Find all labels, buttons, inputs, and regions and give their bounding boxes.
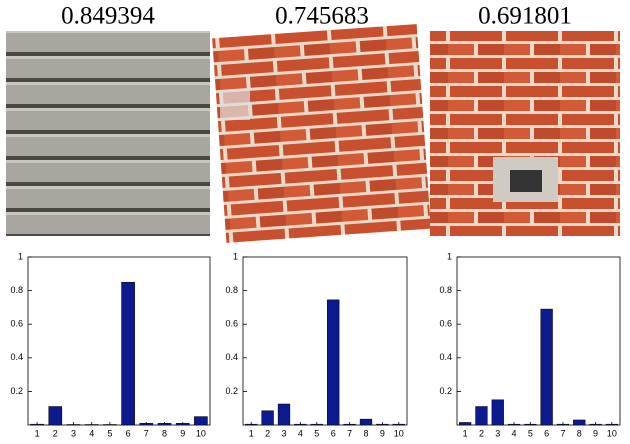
- bar: [103, 424, 116, 425]
- y-tick-label: 0.6: [225, 319, 238, 329]
- x-tick-label: 5: [107, 428, 112, 438]
- bar: [85, 424, 98, 425]
- bar: [508, 424, 520, 425]
- photo-brick: [212, 24, 431, 243]
- bar: [459, 422, 471, 425]
- y-tick-label: 0.6: [439, 319, 452, 329]
- bar: [311, 424, 323, 425]
- x-tick-label: 8: [577, 428, 582, 438]
- bar: [573, 420, 585, 425]
- bar: [158, 423, 171, 425]
- x-tick-label: 3: [495, 428, 500, 438]
- x-tick-label: 8: [162, 428, 167, 438]
- x-tick-label: 8: [363, 428, 368, 438]
- bar: [49, 407, 62, 425]
- bar: [245, 424, 257, 425]
- y-tick-label: 1: [233, 251, 238, 261]
- caption: 0.745683: [275, 3, 369, 30]
- bar: [557, 424, 569, 425]
- y-tick-label: 1: [18, 251, 23, 261]
- caption: 0.849394: [61, 3, 155, 30]
- x-tick-label: 6: [331, 428, 336, 438]
- y-tick-label: 1: [447, 251, 452, 261]
- x-tick-label: 4: [298, 428, 303, 438]
- x-tick-label: 9: [593, 428, 598, 438]
- bar: [376, 424, 388, 425]
- x-tick-label: 5: [528, 428, 533, 438]
- y-tick-label: 0.6: [10, 319, 23, 329]
- bar: [122, 282, 135, 425]
- x-tick-label: 1: [463, 428, 468, 438]
- axes-box: [457, 257, 620, 425]
- y-tick-label: 0.2: [225, 386, 238, 396]
- bar: [294, 424, 306, 425]
- bar: [344, 424, 356, 425]
- x-tick-label: 10: [196, 428, 206, 438]
- bar: [262, 411, 274, 425]
- bar: [606, 424, 618, 425]
- bar: [524, 424, 536, 425]
- y-tick-label: 0.8: [225, 285, 238, 295]
- x-tick-label: 6: [126, 428, 131, 438]
- bar: [67, 424, 80, 425]
- x-tick-label: 6: [544, 428, 549, 438]
- x-tick-label: 4: [89, 428, 94, 438]
- bar: [476, 407, 488, 425]
- x-tick-label: 7: [144, 428, 149, 438]
- bar: [541, 309, 553, 425]
- bar: [140, 423, 153, 425]
- photo-steps: [6, 31, 210, 236]
- bar: [492, 400, 504, 425]
- y-tick-label: 0.2: [10, 386, 23, 396]
- x-tick-label: 7: [347, 428, 352, 438]
- x-tick-label: 10: [607, 428, 617, 438]
- x-tick-label: 9: [180, 428, 185, 438]
- y-tick-label: 0.4: [225, 352, 238, 362]
- x-tick-label: 3: [281, 428, 286, 438]
- bar: [278, 404, 290, 425]
- bar: [360, 419, 372, 425]
- x-tick-label: 4: [512, 428, 517, 438]
- y-tick-label: 0.4: [10, 352, 23, 362]
- bar: [31, 424, 44, 425]
- x-tick-label: 9: [380, 428, 385, 438]
- x-tick-label: 2: [479, 428, 484, 438]
- photo-brick-vent: [430, 31, 620, 236]
- x-tick-label: 3: [71, 428, 76, 438]
- bar: [590, 424, 602, 425]
- x-tick-label: 2: [265, 428, 270, 438]
- x-tick-label: 1: [249, 428, 254, 438]
- x-tick-label: 10: [394, 428, 404, 438]
- x-tick-label: 7: [560, 428, 565, 438]
- bar: [176, 423, 189, 425]
- page: 0.849394 0.745683 0.691801 0.20.40.60.81…: [0, 0, 630, 444]
- x-tick-label: 5: [314, 428, 319, 438]
- y-tick-label: 0.2: [439, 386, 452, 396]
- x-tick-label: 2: [53, 428, 58, 438]
- figure: 0.849394 0.745683 0.691801 0.20.40.60.81…: [0, 0, 630, 444]
- charts: 0.2 0.4 0.6 0.8 1 1 2 3 4 5 6 7 8 9 10 0.2 0.4 0.6 0.8 1 1 2 3…: [10, 251, 620, 438]
- axes-box: [28, 257, 210, 425]
- x-tick-label: 1: [35, 428, 40, 438]
- bar: [327, 300, 339, 425]
- y-tick-label: 0.4: [439, 352, 452, 362]
- bar: [393, 424, 405, 425]
- bar: [194, 417, 207, 425]
- y-tick-label: 0.8: [10, 285, 23, 295]
- axes-box: [243, 257, 407, 425]
- caption: 0.691801: [478, 3, 572, 30]
- y-tick-label: 0.8: [439, 285, 452, 295]
